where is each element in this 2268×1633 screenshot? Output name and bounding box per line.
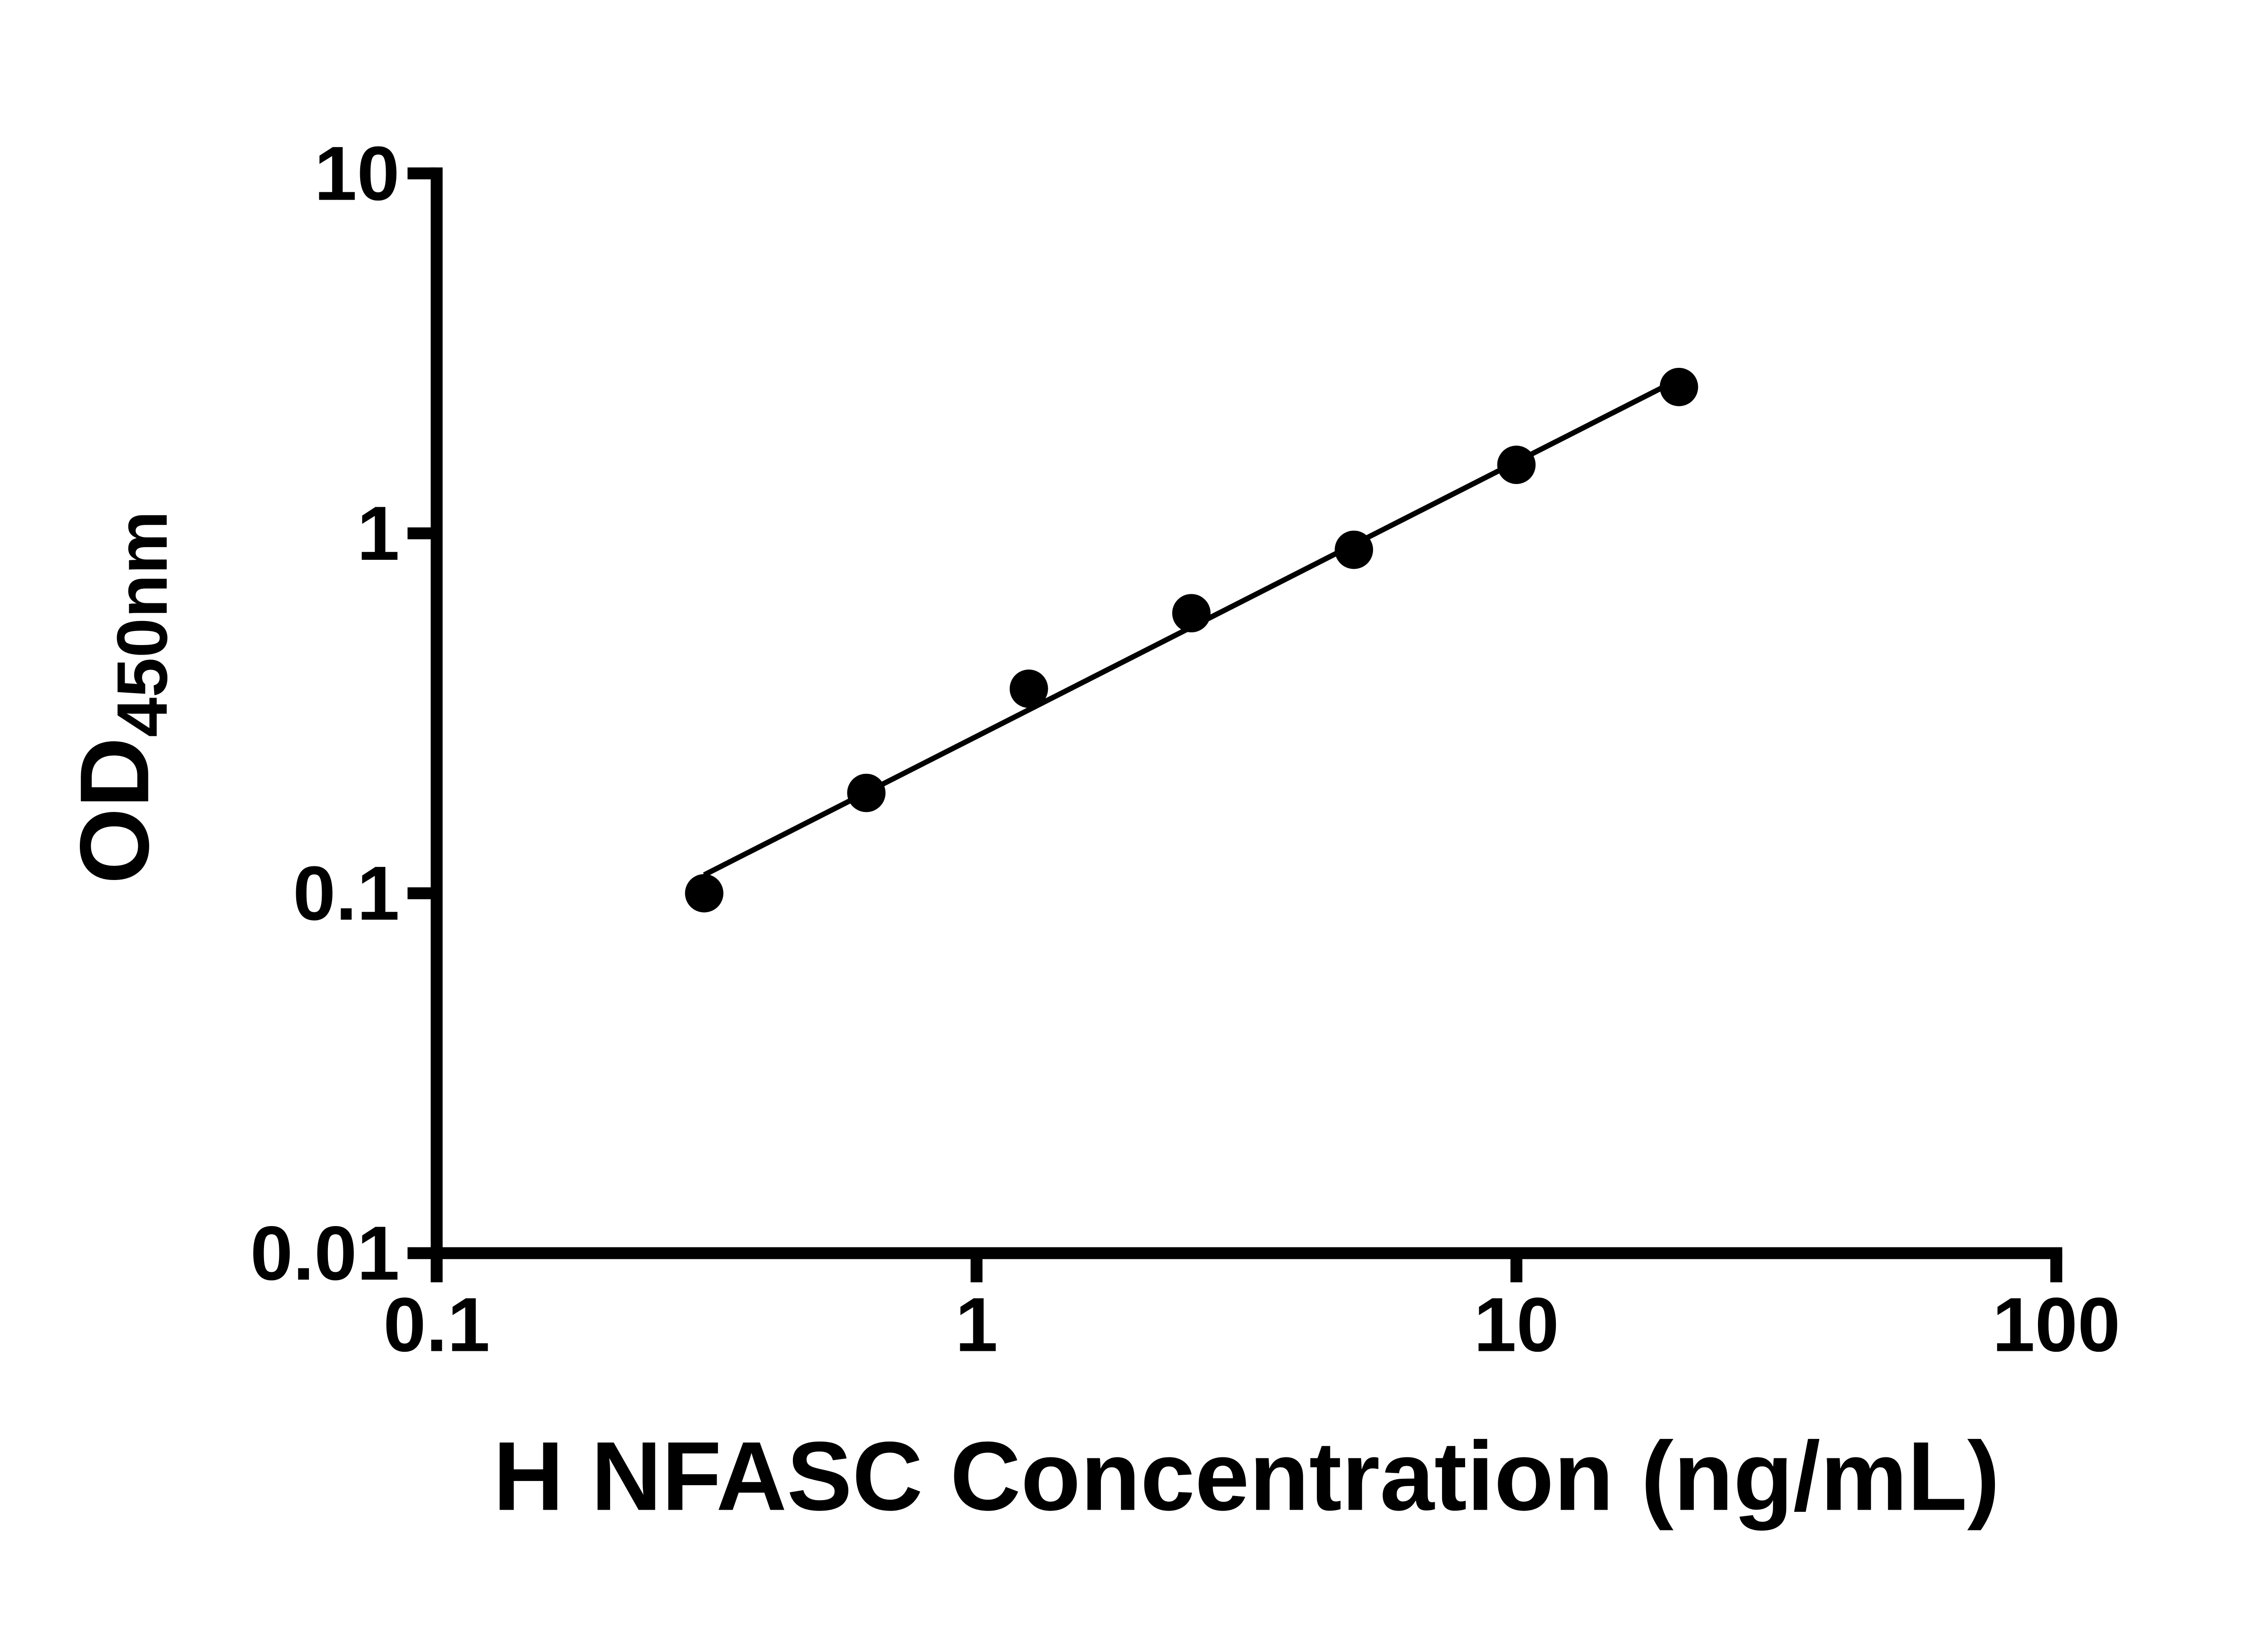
data-point: [685, 874, 723, 913]
x-tick-label: 10: [1474, 1282, 1559, 1368]
y-tick-label: 10: [314, 131, 400, 216]
data-point: [1009, 670, 1048, 708]
axes-group: [407, 167, 2063, 1282]
data-points-group: [685, 367, 1698, 913]
data-point: [1334, 530, 1374, 569]
x-tick-label: 0.1: [383, 1282, 490, 1368]
x-tick-label: 100: [1992, 1282, 2120, 1368]
data-point: [847, 773, 886, 812]
y-tick-label: 0.01: [250, 1210, 400, 1296]
data-point: [1660, 367, 1698, 406]
x-tick-label: 1: [955, 1282, 998, 1368]
data-point: [1172, 594, 1211, 633]
x-axis-title: H NFASC Concentration (ng/mL): [493, 1422, 2000, 1531]
y-tick-label: 1: [357, 490, 400, 576]
y-axis-title-subscript: 450nm: [103, 511, 182, 737]
y-axis-title-main: OD: [60, 737, 169, 884]
data-point: [1497, 445, 1536, 484]
y-tick-label: 0.1: [293, 851, 400, 936]
y-axis-title: OD450nm: [60, 511, 182, 884]
